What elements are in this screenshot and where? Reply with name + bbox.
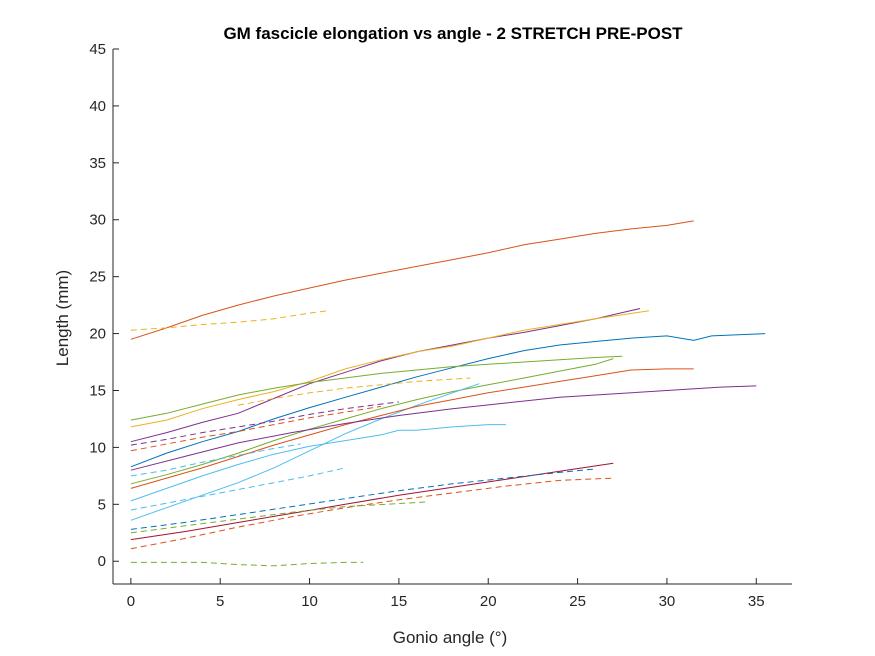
series-line-13 xyxy=(130,405,382,452)
y-tick-label: 20 xyxy=(89,326,106,343)
x-axis-label: Gonio angle (°) xyxy=(393,628,508,647)
y-tick-label: 25 xyxy=(89,269,106,286)
series-line-15 xyxy=(130,467,346,511)
x-tick-label: 15 xyxy=(391,593,408,610)
series-line-10 xyxy=(130,385,757,471)
series-line-20 xyxy=(130,501,426,534)
series-line-19 xyxy=(130,477,614,550)
series-line-7 xyxy=(130,358,614,485)
series-line-11 xyxy=(130,424,507,502)
series-line-8 xyxy=(130,383,480,521)
series-line-14 xyxy=(238,377,471,406)
series-line-21 xyxy=(130,561,364,567)
series-line-2 xyxy=(130,310,328,331)
x-tick-label: 30 xyxy=(659,593,676,610)
chart-title: GM fascicle elongation vs angle - 2 STRE… xyxy=(223,24,683,43)
plot-area xyxy=(130,220,766,567)
series-line-16 xyxy=(130,443,301,477)
x-tick-label: 20 xyxy=(480,593,497,610)
axes: 0 5 10 15 20 25 30 35 0 5 10 15 20 25 30 35 40 45 xyxy=(89,41,792,610)
series-line-18 xyxy=(130,468,596,530)
x-tick-label: 0 xyxy=(127,593,135,610)
y-tick-label: 10 xyxy=(89,439,106,456)
x-tick-label: 5 xyxy=(216,593,224,610)
y-tick-label: 40 xyxy=(89,98,106,115)
y-tick-label: 15 xyxy=(89,382,106,399)
series-line-4 xyxy=(130,310,650,428)
series-line-5 xyxy=(130,333,766,468)
y-axis-label: Length (mm) xyxy=(53,270,72,366)
y-tick-label: 30 xyxy=(89,212,106,229)
x-tick-label: 35 xyxy=(748,593,765,610)
series-line-3 xyxy=(130,308,641,443)
series-line-9 xyxy=(130,368,694,489)
y-tick-label: 5 xyxy=(98,496,106,513)
series-line-6 xyxy=(130,355,623,421)
y-tick-label: 35 xyxy=(89,155,106,172)
y-tick-label: 0 xyxy=(98,553,106,570)
series-line-1 xyxy=(130,220,694,340)
y-tick-label: 45 xyxy=(89,41,106,58)
x-tick-label: 25 xyxy=(569,593,586,610)
x-tick-label: 10 xyxy=(301,593,318,610)
series-line-12 xyxy=(130,401,399,446)
